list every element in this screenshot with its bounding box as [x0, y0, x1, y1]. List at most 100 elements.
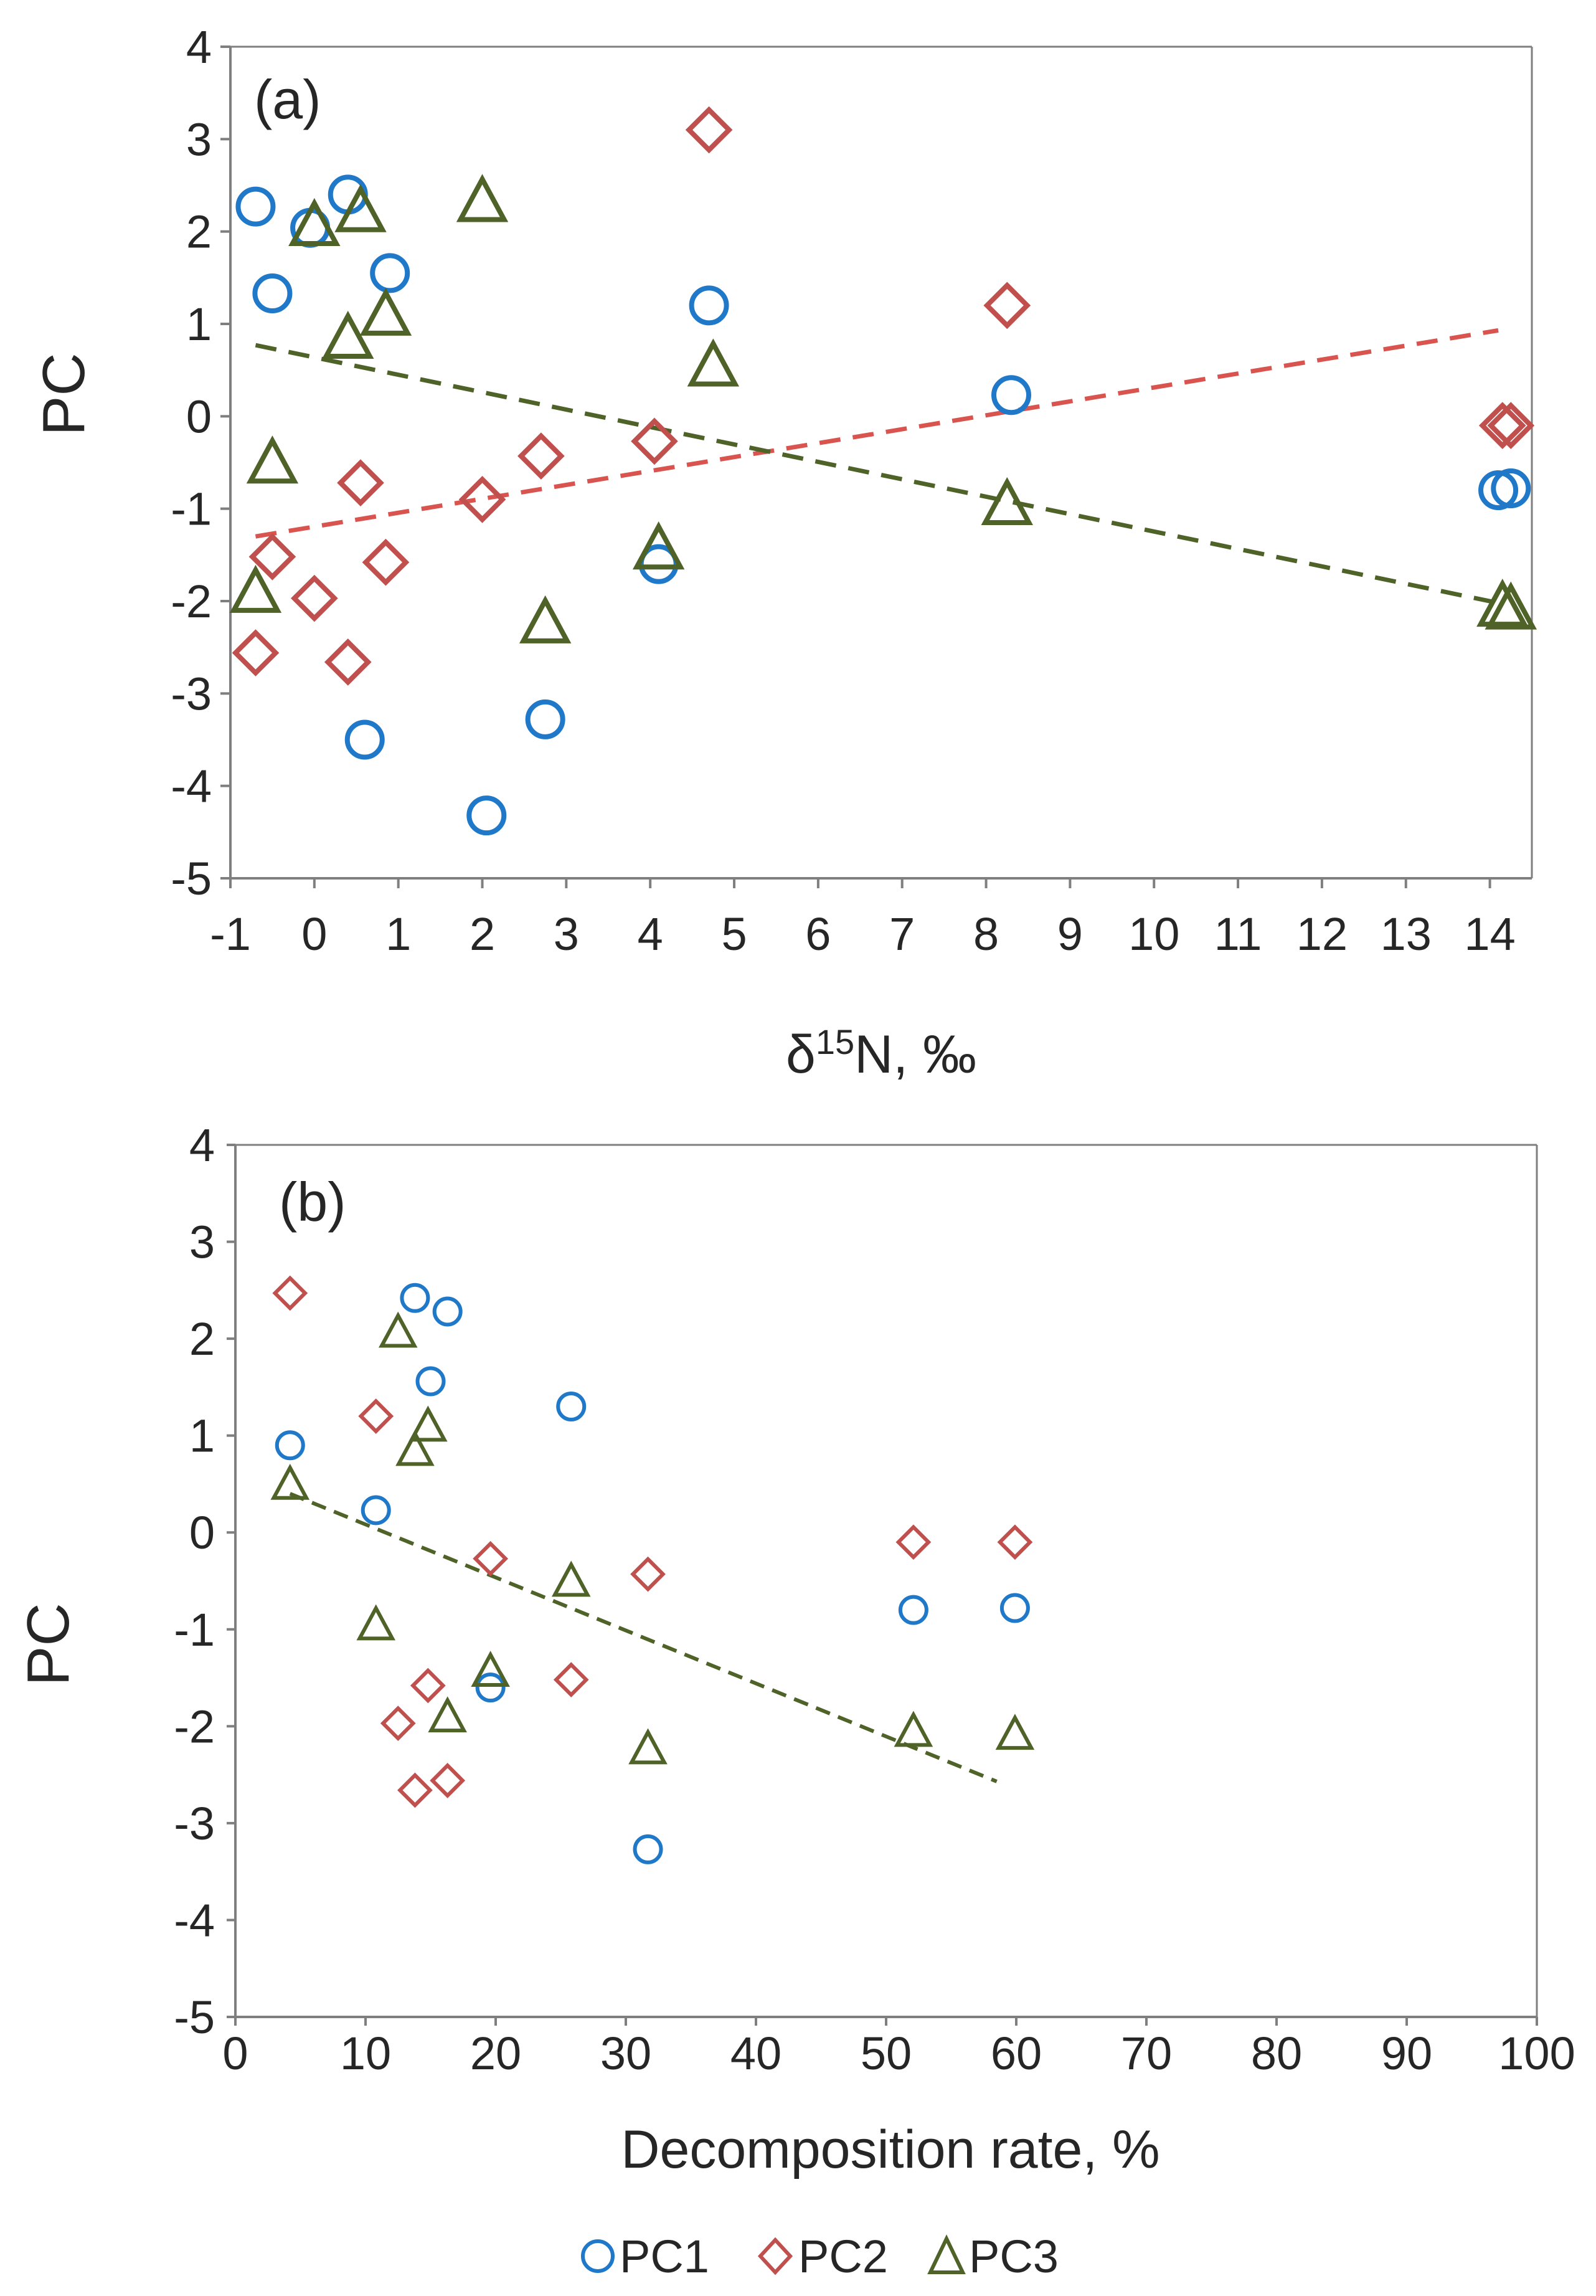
y-tick-label: -3	[174, 1798, 215, 1849]
point-pc1	[432, 1296, 463, 1327]
point-pc3	[1476, 579, 1529, 627]
point-pc2	[272, 1275, 308, 1311]
point-pc3	[395, 1430, 435, 1466]
y-tick-label: 2	[186, 206, 212, 258]
point-pc2	[630, 1556, 666, 1592]
point-pc1	[235, 186, 276, 227]
x-tick-label: 12	[1296, 908, 1348, 960]
trendline-pc3	[289, 1492, 998, 1783]
point-pc2	[358, 1398, 394, 1434]
y-tick-label: 4	[186, 21, 212, 73]
point-pc1	[991, 375, 1031, 415]
point-pc2	[232, 629, 280, 676]
point-pc1	[1491, 468, 1531, 509]
y-tick-label: 0	[189, 1507, 215, 1558]
y-tick-label: -5	[174, 1991, 215, 2043]
point-pc1	[898, 1595, 928, 1625]
y-tick-label: -4	[171, 761, 212, 812]
point-pc1	[638, 544, 679, 584]
legend-pc3-marker	[927, 2234, 966, 2274]
point-pc3	[408, 1405, 448, 1442]
point-pc2	[631, 417, 678, 465]
point-pc2	[983, 282, 1031, 330]
panel-a-label: (a)	[254, 69, 321, 130]
x-tick-label: 70	[1121, 2028, 1172, 2079]
x-tick-label: 5	[721, 908, 747, 960]
point-pc3	[981, 477, 1033, 525]
point-pc1	[475, 1672, 506, 1703]
point-pc2	[1487, 402, 1535, 450]
x-tick-label: 6	[805, 908, 831, 960]
point-pc2	[380, 1705, 416, 1742]
point-pc3	[894, 1710, 933, 1747]
y-tick-label: -1	[174, 1604, 215, 1656]
point-pc3	[229, 564, 282, 613]
x-tick-label: 30	[600, 2028, 651, 2079]
point-pc2	[290, 574, 338, 622]
point-pc2	[324, 638, 372, 686]
y-tick-label: 1	[189, 1410, 215, 1462]
point-pc3	[471, 1651, 510, 1687]
point-pc2	[895, 1524, 932, 1560]
point-pc1	[415, 1366, 446, 1397]
y-tick-label: 2	[189, 1313, 215, 1365]
panel-a-points	[229, 106, 1537, 836]
point-pc1	[361, 1495, 391, 1525]
x-tick-label: 2	[470, 908, 495, 960]
panel-a-axes	[220, 45, 1533, 888]
point-pc1	[400, 1283, 430, 1313]
y-tick-label: -5	[171, 853, 212, 904]
x-tick-label: 90	[1381, 2028, 1432, 2079]
point-pc1	[370, 253, 410, 293]
panel-b-y-axis-title: PC	[15, 1603, 82, 1686]
x-tick-label: 4	[638, 908, 663, 960]
point-pc2	[397, 1772, 433, 1808]
point-pc1	[466, 795, 507, 836]
y-tick-label: -4	[174, 1894, 215, 1946]
legend: PC1 PC2 PC3	[581, 2231, 1059, 2282]
y-tick-label: 0	[186, 391, 212, 442]
point-pc3	[687, 338, 740, 387]
point-pc3	[551, 1560, 591, 1597]
y-tick-label: 4	[189, 1119, 215, 1171]
y-tick-label: 1	[186, 298, 212, 350]
panel-b-points	[270, 1275, 1035, 1864]
point-pc3	[359, 287, 412, 336]
x-tick-label: 10	[340, 2028, 391, 2079]
point-pc2	[473, 1540, 509, 1577]
point-pc3	[632, 521, 685, 570]
point-pc2	[553, 1662, 589, 1698]
point-pc3	[322, 310, 374, 359]
x-tick-label: 100	[1498, 2028, 1575, 2079]
point-pc2	[517, 432, 565, 480]
x-tick-label: 10	[1128, 908, 1179, 960]
x-tick-label: 50	[861, 2028, 912, 2079]
trendline-pc3	[255, 343, 1499, 605]
x-title-rest: N, ‰	[854, 1025, 976, 1084]
point-pc1	[999, 1593, 1030, 1623]
y-tick-label: -2	[171, 576, 212, 627]
y-tick-label: -2	[174, 1701, 215, 1752]
panel-b-axes	[227, 1144, 1538, 2026]
point-pc1	[633, 1834, 663, 1864]
point-pc3	[270, 1463, 310, 1500]
x-title-delta: δ	[786, 1025, 816, 1084]
point-pc1	[525, 699, 565, 739]
x-tick-label: 40	[730, 2028, 781, 2079]
point-pc2	[248, 533, 296, 581]
point-pc3	[378, 1311, 418, 1348]
legend-pc3-label: PC3	[969, 2231, 1059, 2282]
x-tick-label: 1	[385, 908, 411, 960]
x-title-superscript: 15	[816, 1022, 854, 1061]
point-pc2	[997, 1524, 1033, 1560]
point-pc3	[456, 174, 509, 222]
x-tick-label: 0	[301, 908, 327, 960]
x-tick-label: 14	[1464, 908, 1515, 960]
y-tick-label: -1	[171, 483, 212, 535]
panel-b-trendlines	[289, 1492, 998, 1783]
legend-pc1-marker	[581, 2239, 615, 2273]
x-tick-label: 9	[1057, 908, 1083, 960]
y-tick-label: 3	[186, 113, 212, 165]
